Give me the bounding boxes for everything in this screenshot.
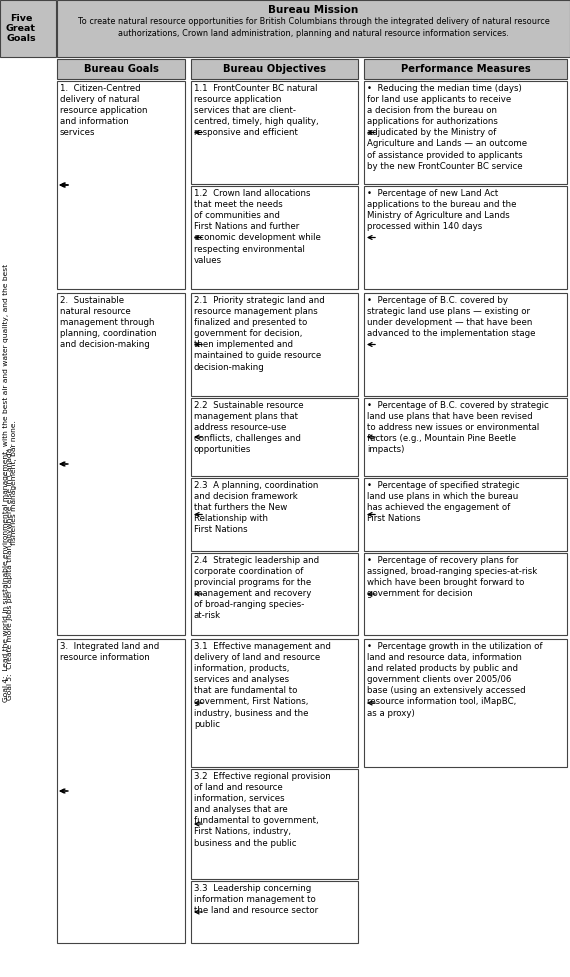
Text: 2.3  A planning, coordination
and decision framework
that furthers the New
Relat: 2.3 A planning, coordination and decisio… xyxy=(194,481,319,534)
Text: Performance Measures: Performance Measures xyxy=(401,64,530,74)
Text: Bureau Mission: Bureau Mission xyxy=(268,5,359,15)
Text: 2.1  Priority strategic land and
resource management plans
finalized and present: 2.1 Priority strategic land and resource… xyxy=(194,296,325,371)
Text: •  Percentage of new Land Act
applications to the bureau and the
Ministry of Agr: • Percentage of new Land Act application… xyxy=(367,189,516,232)
Bar xyxy=(191,398,358,476)
Text: To create natural resource opportunities for British Columbians through the inte: To create natural resource opportunities… xyxy=(78,17,549,38)
Bar xyxy=(364,553,567,635)
Text: •  Percentage of B.C. covered by strategic
land use plans that have been revised: • Percentage of B.C. covered by strategi… xyxy=(367,401,549,454)
Text: 3.1  Effective management and
delivery of land and resource
information, product: 3.1 Effective management and delivery of… xyxy=(194,642,331,729)
Text: 2.4  Strategic leadership and
corporate coordination of
provincial programs for : 2.4 Strategic leadership and corporate c… xyxy=(194,556,319,620)
Bar xyxy=(364,59,567,79)
Bar xyxy=(0,0,56,57)
Bar xyxy=(191,553,358,635)
Text: 3.2  Effective regional provision
of land and resource
information, services
and: 3.2 Effective regional provision of land… xyxy=(194,772,331,848)
Bar xyxy=(191,293,358,396)
Bar xyxy=(57,59,185,79)
Bar xyxy=(364,639,567,767)
Text: •  Percentage of B.C. covered by
strategic land use plans — existing or
under de: • Percentage of B.C. covered by strategi… xyxy=(367,296,535,338)
Bar xyxy=(364,293,567,396)
Bar xyxy=(57,0,570,57)
Text: Five
Great
Goals: Five Great Goals xyxy=(6,14,36,43)
Bar xyxy=(364,398,567,476)
Bar xyxy=(364,478,567,551)
Bar xyxy=(364,186,567,289)
Text: 2.2  Sustainable resource
management plans that
address resource-use
conflicts, : 2.2 Sustainable resource management plan… xyxy=(194,401,304,454)
Text: •  Reducing the median time (days)
for land use applicants to receive
a decision: • Reducing the median time (days) for la… xyxy=(367,84,527,171)
Text: 3.3  Leadership concerning
information management to
the land and resource secto: 3.3 Leadership concerning information ma… xyxy=(194,884,318,915)
Text: 3.  Integrated land and
resource information: 3. Integrated land and resource informat… xyxy=(60,642,159,662)
Text: 1.1  FrontCounter BC natural
resource application
services that are client-
cent: 1.1 FrontCounter BC natural resource app… xyxy=(194,84,319,138)
Bar xyxy=(191,81,358,184)
Bar xyxy=(364,81,567,184)
Text: 2.  Sustainable
natural resource
management through
planning, coordination
and d: 2. Sustainable natural resource manageme… xyxy=(60,296,157,350)
Bar xyxy=(57,639,185,943)
Bar xyxy=(57,81,185,289)
Text: Bureau Goals: Bureau Goals xyxy=(84,64,158,74)
Bar xyxy=(191,769,358,879)
Text: 1.2  Crown land allocations
that meet the needs
of communities and
First Nations: 1.2 Crown land allocations that meet the… xyxy=(194,189,321,265)
Bar xyxy=(191,639,358,767)
Bar xyxy=(191,881,358,943)
Bar xyxy=(191,478,358,551)
Bar xyxy=(191,186,358,289)
Text: Bureau Objectives: Bureau Objectives xyxy=(223,64,326,74)
Bar xyxy=(57,293,185,635)
Text: Goal 4:  Lead the world in sustainable environmental management, with the best a: Goal 4: Lead the world in sustainable en… xyxy=(3,264,17,702)
Text: Goal 5:  Create more jobs per capita than anywhere else in Canada.: Goal 5: Create more jobs per capita than… xyxy=(7,446,13,701)
Text: •  Percentage of recovery plans for
assigned, broad-ranging species-at-risk
whic: • Percentage of recovery plans for assig… xyxy=(367,556,538,598)
Bar xyxy=(191,59,358,79)
Text: •  Percentage growth in the utilization of
land and resource data, information
a: • Percentage growth in the utilization o… xyxy=(367,642,543,717)
Text: •  Percentage of specified strategic
land use plans in which the bureau
has achi: • Percentage of specified strategic land… xyxy=(367,481,520,524)
Text: 1.  Citizen-Centred
delivery of natural
resource application
and information
ser: 1. Citizen-Centred delivery of natural r… xyxy=(60,84,148,138)
